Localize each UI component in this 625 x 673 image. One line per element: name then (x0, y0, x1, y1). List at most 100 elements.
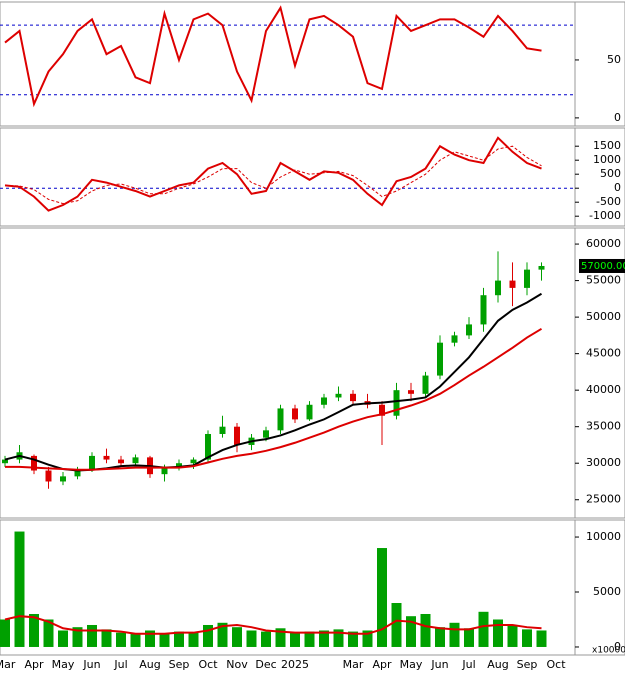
y-tick-label: 30000 (586, 456, 621, 469)
volume-bar (101, 629, 112, 647)
x-tick-label: Sep (517, 658, 538, 671)
x-tick-label: Mar (343, 658, 364, 671)
x-tick-label: Aug (487, 658, 508, 671)
candle-body (292, 408, 298, 420)
candle-body (422, 375, 429, 394)
y-tick-label: 0 (614, 640, 621, 653)
candle-body (161, 466, 168, 475)
y-tick-label: 25000 (586, 493, 621, 506)
candle-body (466, 324, 472, 336)
x-tick-label: May (52, 658, 75, 671)
candle-body (321, 397, 327, 405)
candle-body (89, 455, 95, 471)
y-tick-label: 55000 (586, 274, 621, 287)
volume-bar (14, 531, 25, 647)
candle-body (234, 426, 240, 445)
candle-body (190, 459, 197, 464)
volume-bar (319, 630, 329, 647)
volume-bar (493, 619, 503, 647)
volume-bar (304, 631, 315, 647)
candle-body (350, 393, 356, 402)
volume-bar (420, 613, 431, 647)
volume-bar (145, 630, 155, 647)
volume-bar (0, 619, 10, 647)
y-tick-label: -1000 (589, 209, 621, 222)
candle-body (524, 269, 530, 288)
x-tick-label: 2025 (281, 658, 309, 671)
series-line (4, 136, 542, 212)
candle-body (132, 457, 139, 464)
candle-body (263, 430, 269, 438)
volume-bar (29, 613, 39, 647)
candle-body (31, 455, 37, 471)
y-tick-label: 60000 (586, 237, 621, 250)
candle-body (393, 390, 400, 416)
candle-body (451, 335, 458, 343)
volume-bar (130, 633, 141, 647)
volume-bar (246, 630, 257, 647)
candle-body (335, 393, 342, 398)
x-tick-label: Mar (0, 658, 16, 671)
y-tick-label: 45000 (586, 347, 621, 360)
candle-body (74, 470, 81, 477)
candle-body (277, 408, 284, 431)
y-tick-label: 35000 (586, 420, 621, 433)
x-tick-label: Sep (169, 658, 190, 671)
series-line (4, 292, 543, 472)
series-line (4, 145, 542, 205)
candle-body (205, 433, 211, 460)
candle-body (408, 390, 414, 394)
volume-bar (377, 548, 387, 647)
y-tick-label: -500 (596, 195, 621, 208)
x-tick-label: Oct (198, 658, 218, 671)
volume-bar (58, 630, 68, 647)
series-line (4, 615, 542, 635)
volume-bar (391, 603, 402, 647)
volume-bar (362, 630, 373, 647)
x-tick-label: Apr (372, 658, 392, 671)
candle-body (306, 404, 313, 420)
candle-body (103, 455, 110, 460)
y-tick-label: 40000 (586, 383, 621, 396)
volume-bar (87, 624, 97, 647)
x-tick-label: Jun (82, 658, 100, 671)
y-tick-label: 10000 (586, 530, 621, 543)
candle-body (60, 476, 66, 482)
volume-bar (449, 622, 460, 647)
volume-bar (435, 627, 445, 647)
candle-body (2, 459, 8, 464)
volume-bar (159, 633, 170, 647)
candle-body (538, 265, 545, 270)
y-tick-label: 0 (614, 181, 621, 194)
volume-bar (333, 629, 344, 647)
panel-frame (0, 1, 625, 127)
x-tick-label: May (400, 658, 423, 671)
volume-bar (522, 629, 532, 647)
x-tick-label: Jul (113, 658, 127, 671)
price-tag (579, 258, 625, 273)
volume-bar (478, 611, 489, 647)
candle-body (480, 295, 487, 325)
candle-body (495, 280, 501, 296)
candle-body (219, 426, 226, 434)
volume-bar (203, 624, 213, 647)
volume-bar (261, 631, 271, 647)
candle-body (379, 404, 385, 416)
volume-bar (507, 624, 518, 647)
volume-bar (232, 627, 242, 647)
volume-bar (217, 622, 228, 647)
candle-body (437, 342, 443, 376)
volume-bar (188, 632, 199, 647)
volume-bar (116, 632, 126, 647)
y-tick-label: 0 (614, 111, 621, 124)
candle-body (509, 280, 516, 288)
x-tick-label: Jun (430, 658, 448, 671)
unit-label: x10000 (592, 646, 625, 656)
y-tick-label: 50000 (586, 310, 621, 323)
series-line (4, 5, 542, 108)
x-tick-label: Oct (546, 658, 566, 671)
candle-body (118, 459, 124, 464)
y-tick-label: 50 (607, 53, 621, 66)
x-tick-label: Aug (139, 658, 160, 671)
